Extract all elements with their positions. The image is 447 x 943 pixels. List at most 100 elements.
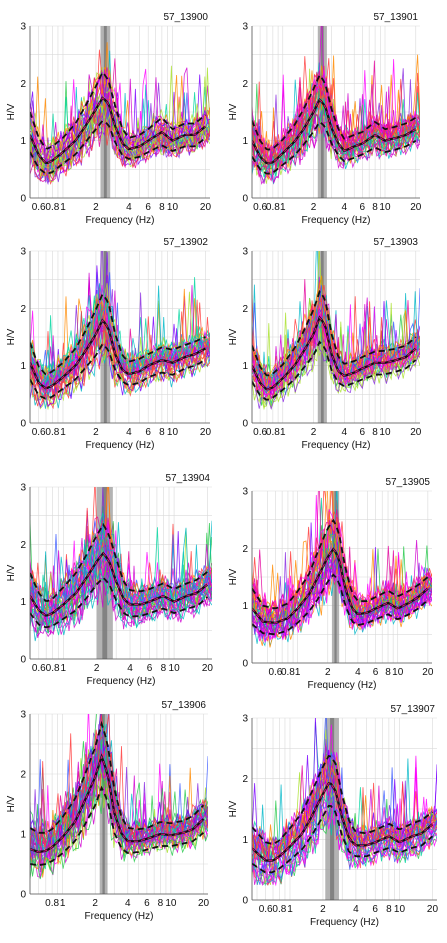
x-tick-label: 8	[386, 904, 392, 915]
y-tick-label: 0	[242, 659, 248, 670]
y-tick-label: 3	[20, 22, 26, 33]
mean-plus-std-curve	[30, 292, 206, 376]
x-tick-label: 4	[353, 904, 359, 915]
median-hv-curve	[30, 319, 206, 389]
x-tick-label: 2	[93, 202, 99, 213]
x-tick-label: 8	[159, 427, 165, 438]
x-tick-label: 2	[325, 667, 331, 678]
y-tick-label: 1	[20, 361, 26, 372]
y-tick-label: 1	[242, 361, 248, 372]
window-hv-curve	[252, 758, 437, 862]
x-tick-label: 10	[379, 427, 391, 438]
x-tick-label: 1	[60, 202, 66, 213]
x-tick-label: 0.6	[253, 427, 267, 438]
panel-title: 57_13902	[164, 237, 209, 248]
x-tick-label: 0.8	[266, 202, 280, 213]
x-tick-label: 6	[373, 667, 379, 678]
x-tick-label: 0.6	[259, 904, 273, 915]
x-tick-label: 6	[147, 663, 153, 674]
y-tick-label: 2	[20, 540, 26, 551]
x-tick-label: 4	[125, 898, 131, 909]
x-tick-label: 1	[61, 663, 67, 674]
y-axis-label: H/V	[228, 800, 239, 817]
window-hv-curve	[30, 778, 208, 880]
y-tick-label: 2	[242, 544, 248, 555]
x-tick-label: 10	[167, 202, 179, 213]
x-tick-label: 6	[372, 904, 378, 915]
mean-minus-std-curve	[30, 785, 205, 867]
x-axis-label: Frequency (Hz)	[86, 440, 155, 451]
window-hv-curve	[252, 552, 432, 638]
y-axis-label: H/V	[6, 564, 17, 581]
window-hv-curve	[252, 285, 420, 383]
panel-title: 57_13901	[374, 12, 419, 23]
median-hv-curve	[252, 782, 433, 862]
x-tick-label: 10	[165, 898, 177, 909]
window-hv-curve	[30, 71, 210, 161]
x-tick-label: 0.8	[272, 904, 286, 915]
mean-minus-std-curve	[252, 573, 429, 636]
x-axis-label: Frequency (Hz)	[302, 215, 371, 226]
window-hv-curve	[252, 87, 420, 182]
y-tick-label: 3	[242, 714, 248, 725]
x-tick-label: 1	[60, 898, 66, 909]
x-tick-label: 8	[372, 202, 378, 213]
x-tick-label: 20	[200, 427, 212, 438]
panel-title: 57_13900	[164, 12, 209, 23]
y-tick-label: 3	[20, 483, 26, 494]
y-tick-label: 2	[242, 79, 248, 90]
y-tick-label: 1	[242, 136, 248, 147]
x-tick-label: 20	[427, 904, 439, 915]
x-axis-label: Frequency (Hz)	[310, 917, 379, 928]
mean-minus-std-curve	[252, 804, 434, 874]
x-tick-label: 10	[167, 427, 179, 438]
x-tick-label: 0.8	[45, 202, 59, 213]
y-tick-label: 3	[242, 247, 248, 258]
y-tick-label: 3	[242, 487, 248, 498]
x-tick-label: 2	[311, 202, 317, 213]
mean-plus-std-curve	[30, 70, 207, 150]
median-hv-curve	[30, 552, 208, 617]
y-tick-label: 0	[20, 194, 26, 205]
panel-title: 57_13903	[374, 237, 419, 248]
y-tick-label: 1	[242, 601, 248, 612]
y-tick-label: 2	[20, 770, 26, 781]
y-tick-label: 3	[242, 22, 248, 33]
y-tick-label: 2	[242, 304, 248, 315]
window-curves	[252, 718, 437, 887]
y-tick-label: 1	[20, 597, 26, 608]
x-tick-label: 0.8	[281, 667, 295, 678]
y-tick-label: 1	[20, 830, 26, 841]
y-tick-label: 0	[242, 896, 248, 907]
y-axis-label: H/V	[6, 795, 17, 812]
x-tick-label: 0.6	[253, 202, 267, 213]
x-tick-label: 1	[60, 427, 66, 438]
panel-title: 57_13907	[391, 704, 436, 715]
window-curves	[252, 251, 420, 411]
y-tick-label: 2	[20, 304, 26, 315]
y-axis-label: H/V	[228, 328, 239, 345]
window-curves	[252, 26, 420, 185]
x-tick-label: 20	[410, 202, 422, 213]
x-tick-label: 4	[127, 663, 133, 674]
window-curves	[30, 714, 208, 880]
x-tick-label: 10	[379, 202, 391, 213]
x-tick-label: 0.8	[266, 427, 280, 438]
window-hv-curve	[252, 509, 432, 615]
window-curves	[30, 251, 210, 411]
panel-title: 57_13904	[166, 473, 211, 484]
x-tick-label: 4	[355, 667, 361, 678]
median-hv-curve	[30, 97, 206, 164]
x-axis-label: Frequency (Hz)	[87, 676, 156, 687]
x-tick-label: 6	[145, 202, 151, 213]
window-hv-curve	[252, 70, 420, 161]
x-axis-label: Frequency (Hz)	[302, 440, 371, 451]
y-tick-label: 0	[242, 194, 248, 205]
x-tick-label: 10	[169, 663, 181, 674]
window-hv-curve	[252, 798, 437, 887]
y-axis-label: H/V	[228, 103, 239, 120]
